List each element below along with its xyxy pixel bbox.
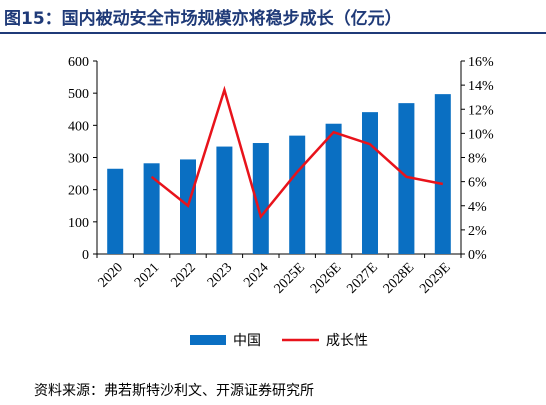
bar-2027E [362, 112, 378, 255]
right-tick-label: 16% [468, 55, 494, 70]
left-tick-label: 500 [68, 87, 89, 102]
title-underline [0, 32, 546, 34]
right-tick-label: 6% [468, 176, 487, 191]
left-tick-label: 100 [68, 216, 89, 231]
legend-label-china: 中国 [233, 333, 261, 349]
x-tick-label: 2020 [96, 260, 126, 290]
legend-swatch-china [190, 335, 226, 345]
x-tick-label: 2025E [272, 260, 308, 296]
left-tick-label: 200 [68, 184, 89, 199]
x-tick-label: 2021 [132, 260, 162, 290]
right-tick-label: 8% [468, 152, 487, 167]
bar-2023 [216, 146, 233, 254]
x-tick-label: 2024 [241, 260, 271, 290]
bar-2026E [325, 123, 342, 254]
x-tick-label: 2028E [381, 260, 417, 296]
x-tick-label: 2022 [168, 260, 198, 290]
right-tick-label: 10% [468, 127, 494, 142]
right-tick-label: 14% [468, 79, 494, 94]
bar-2028E [398, 103, 415, 254]
legend-label-growth: 成长性 [326, 333, 368, 349]
source-note: 资料来源：弗若斯特沙利文、开源证券研究所 [34, 383, 314, 399]
right-tick-label: 0% [468, 248, 487, 263]
bar-2029E [434, 94, 451, 254]
bar-2024 [252, 143, 269, 254]
x-tick-label: 2027E [344, 260, 380, 296]
right-tick-label: 2% [468, 224, 487, 239]
x-tick-label: 2023 [205, 260, 235, 290]
left-tick-label: 0 [82, 248, 89, 263]
x-tick-label: 2026E [308, 260, 344, 296]
x-tick-label: 2029E [417, 260, 453, 296]
left-tick-label: 400 [68, 119, 89, 134]
right-tick-label: 12% [468, 103, 494, 118]
right-tick-label: 4% [468, 200, 487, 215]
bar-line-chart: 0 100 200 300 400 500 600 0% 2% 4% 6% 8% 10% 12% 14% 16… [68, 55, 494, 349]
left-tick-label: 300 [68, 152, 89, 167]
bar-2020 [107, 168, 124, 254]
left-tick-label: 600 [68, 55, 89, 70]
bar-2021 [143, 163, 160, 254]
figure-title: 图15：国内被动安全市场规模亦将稳步成长（亿元） [4, 9, 402, 29]
bar-2025E [289, 135, 306, 254]
